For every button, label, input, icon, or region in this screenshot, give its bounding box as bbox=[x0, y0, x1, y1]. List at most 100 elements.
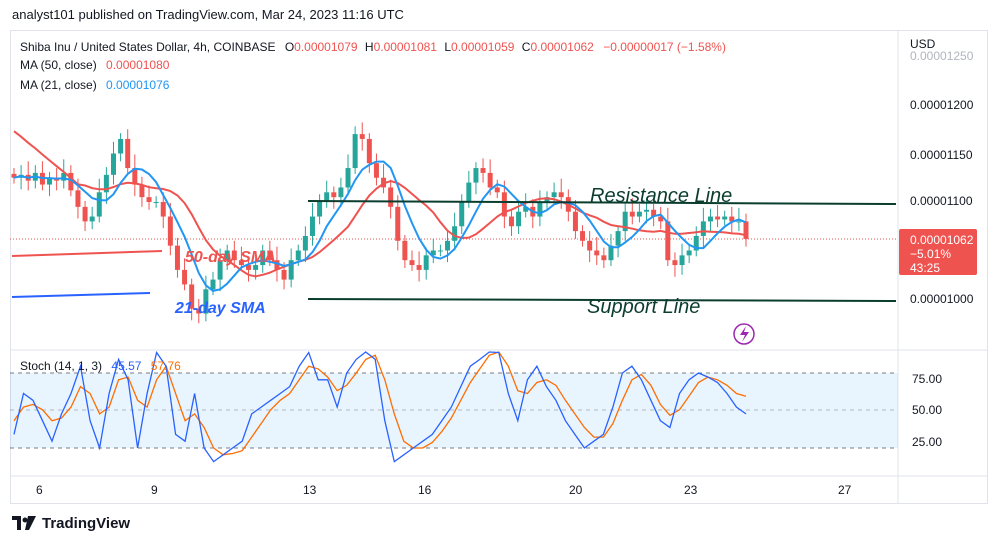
candle-body[interactable] bbox=[352, 134, 358, 169]
candle-body[interactable] bbox=[729, 216, 735, 222]
candle-body[interactable] bbox=[338, 187, 344, 198]
candle-body[interactable] bbox=[672, 260, 678, 266]
candle-body[interactable] bbox=[196, 308, 202, 314]
candle-body[interactable] bbox=[494, 187, 500, 193]
candle-body[interactable] bbox=[402, 240, 408, 261]
candle-body[interactable] bbox=[217, 260, 223, 280]
candle-body[interactable] bbox=[324, 192, 330, 202]
candle-body[interactable] bbox=[686, 250, 692, 256]
candle-body[interactable] bbox=[437, 250, 443, 252]
candle-body[interactable] bbox=[679, 255, 685, 266]
candle-body[interactable] bbox=[537, 202, 543, 217]
candle-body[interactable] bbox=[480, 168, 486, 173]
candle-body[interactable] bbox=[231, 250, 237, 261]
candle-body[interactable] bbox=[61, 172, 67, 181]
candle-body[interactable] bbox=[11, 173, 17, 178]
candle-body[interactable] bbox=[366, 138, 372, 164]
candle-body[interactable] bbox=[516, 211, 522, 227]
candle-body[interactable] bbox=[651, 209, 657, 217]
candle-body[interactable] bbox=[331, 192, 337, 198]
candle-body[interactable] bbox=[665, 221, 671, 261]
candle-body[interactable] bbox=[167, 216, 173, 246]
candle-body[interactable] bbox=[224, 250, 230, 261]
candle-body[interactable] bbox=[700, 221, 706, 236]
candle-body[interactable] bbox=[658, 216, 664, 222]
candle-body[interactable] bbox=[96, 192, 102, 217]
candle-body[interactable] bbox=[693, 235, 699, 251]
candle-body[interactable] bbox=[110, 153, 116, 175]
lightning-icon[interactable] bbox=[733, 323, 755, 345]
candle-body[interactable] bbox=[210, 279, 216, 290]
candle-body[interactable] bbox=[295, 250, 301, 261]
candle-body[interactable] bbox=[736, 221, 742, 223]
candle-body[interactable] bbox=[75, 190, 81, 207]
candle-body[interactable] bbox=[373, 163, 379, 178]
candle-body[interactable] bbox=[501, 192, 507, 217]
candle-body[interactable] bbox=[452, 226, 458, 241]
candle-body[interactable] bbox=[118, 138, 124, 154]
candle-body[interactable] bbox=[551, 192, 557, 198]
candle-body[interactable] bbox=[615, 231, 621, 246]
stoch-d-line[interactable] bbox=[13, 351, 747, 456]
candle-body[interactable] bbox=[388, 187, 394, 207]
ma50-line[interactable] bbox=[13, 130, 747, 278]
candle-body[interactable] bbox=[622, 211, 628, 232]
candle-body[interactable] bbox=[544, 197, 550, 202]
candle-body[interactable] bbox=[636, 211, 642, 217]
candle-body[interactable] bbox=[139, 184, 145, 198]
candle-body[interactable] bbox=[189, 284, 195, 309]
candle-body[interactable] bbox=[317, 202, 323, 217]
sma21-marker-line[interactable] bbox=[11, 292, 151, 298]
candle-body[interactable] bbox=[409, 260, 415, 266]
candle-body[interactable] bbox=[260, 250, 266, 266]
candle-body[interactable] bbox=[253, 265, 259, 270]
candle-body[interactable] bbox=[309, 216, 315, 236]
candle-body[interactable] bbox=[288, 260, 294, 280]
candle-body[interactable] bbox=[508, 216, 514, 227]
candle-body[interactable] bbox=[182, 269, 188, 285]
candle-body[interactable] bbox=[572, 211, 578, 232]
candle-body[interactable] bbox=[587, 240, 593, 251]
candle-body[interactable] bbox=[430, 250, 436, 256]
candle-body[interactable] bbox=[466, 182, 472, 202]
candle-body[interactable] bbox=[629, 211, 635, 217]
candle-body[interactable] bbox=[160, 202, 166, 217]
candle-body[interactable] bbox=[132, 168, 138, 185]
candle-body[interactable] bbox=[459, 202, 465, 227]
candle-body[interactable] bbox=[246, 265, 252, 270]
candle-body[interactable] bbox=[89, 216, 95, 222]
candle-body[interactable] bbox=[558, 192, 564, 198]
candle-body[interactable] bbox=[594, 250, 600, 256]
ma21-line[interactable] bbox=[13, 160, 747, 292]
candle-body[interactable] bbox=[103, 174, 109, 193]
candle-body[interactable] bbox=[644, 209, 650, 212]
candle-body[interactable] bbox=[359, 134, 365, 139]
support-line[interactable] bbox=[307, 298, 897, 302]
candle-body[interactable] bbox=[345, 168, 351, 188]
candle-body[interactable] bbox=[601, 255, 607, 261]
candle-body[interactable] bbox=[146, 197, 152, 202]
candle-body[interactable] bbox=[82, 206, 88, 222]
candle-body[interactable] bbox=[722, 216, 728, 220]
candle-body[interactable] bbox=[707, 216, 713, 222]
candle-body[interactable] bbox=[302, 235, 308, 251]
resistance-line[interactable] bbox=[307, 200, 897, 205]
candle-body[interactable] bbox=[47, 177, 53, 185]
candle-body[interactable] bbox=[395, 206, 401, 241]
candle-body[interactable] bbox=[174, 245, 180, 270]
candle-body[interactable] bbox=[68, 172, 74, 191]
candle-body[interactable] bbox=[238, 260, 244, 266]
candle-body[interactable] bbox=[473, 168, 479, 183]
candle-body[interactable] bbox=[445, 240, 451, 251]
candle-body[interactable] bbox=[715, 216, 721, 220]
candle-body[interactable] bbox=[203, 289, 209, 314]
candle-body[interactable] bbox=[153, 202, 159, 203]
candle-body[interactable] bbox=[125, 138, 131, 169]
candle-body[interactable] bbox=[743, 221, 749, 239]
candle-body[interactable] bbox=[608, 245, 614, 261]
candle-body[interactable] bbox=[423, 255, 429, 270]
stoch-k-line[interactable] bbox=[13, 350, 747, 463]
candle-body[interactable] bbox=[523, 206, 529, 212]
candle-body[interactable] bbox=[274, 260, 280, 270]
